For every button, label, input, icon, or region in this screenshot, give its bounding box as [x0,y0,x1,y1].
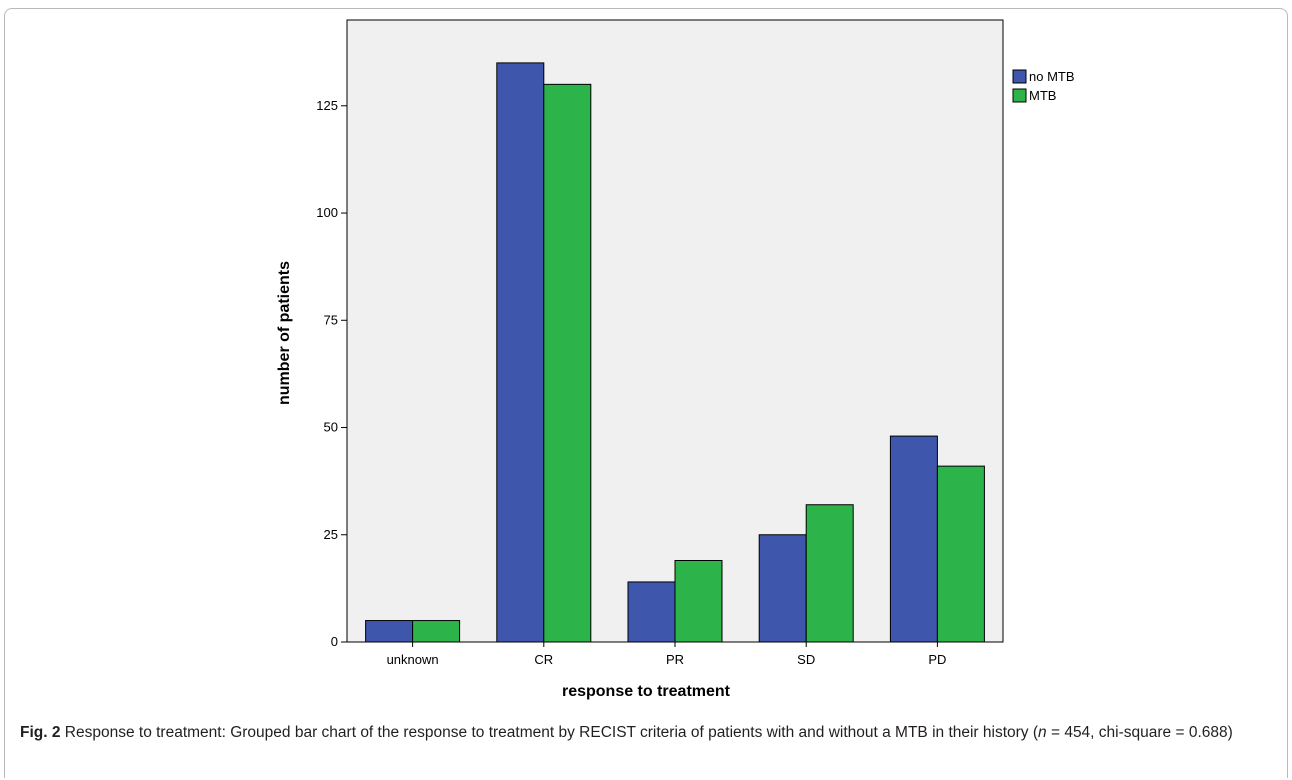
axes: 0 25 50 75 100 125 unknown CR PR SD PD [316,98,946,667]
y-axis-label: number of patients [276,261,293,405]
y-tick-label: 50 [324,420,338,435]
bar-pr-no-mtb [627,581,676,643]
bar-sd-mtb [805,504,854,643]
legend-label: no MTB [1029,69,1075,84]
legend: no MTB MTB [1012,69,1075,103]
y-tick-label: 125 [316,98,338,113]
caption-text-1: Response to treatment: Grouped bar chart… [60,724,1039,741]
bar-pd-no-mtb [889,435,938,643]
x-tick-label: unknown [387,652,439,667]
x-tick-label: PR [666,652,684,667]
legend-swatch [1012,88,1027,103]
y-tick-label: 100 [316,205,338,220]
caption-text-2: = 454, chi-square = 0.688) [1046,724,1233,741]
figure-label: Fig. 2 [20,724,61,741]
bar-pd-mtb [936,465,985,643]
bars [365,62,985,643]
figure-frame [4,8,1288,778]
y-tick-label: 75 [324,312,338,327]
x-tick-label: CR [534,652,553,667]
bar-unknown-mtb [412,620,461,643]
bar-cr-no-mtb [496,62,545,643]
bar-sd-no-mtb [758,534,807,643]
legend-label: MTB [1029,88,1056,103]
legend-swatch [1012,69,1027,84]
x-tick-label: PD [928,652,946,667]
bar-cr-mtb [543,83,592,643]
x-tick-label: SD [797,652,815,667]
y-tick-label: 0 [331,634,338,649]
y-tick-label: 25 [324,527,338,542]
x-axis-label: response to treatment [562,683,731,700]
bar-pr-mtb [674,559,723,643]
bar-unknown-no-mtb [365,620,414,643]
figure-caption: Fig. 2 Response to treatment: Grouped ba… [20,721,1270,745]
caption-n-variable: n [1038,724,1047,741]
